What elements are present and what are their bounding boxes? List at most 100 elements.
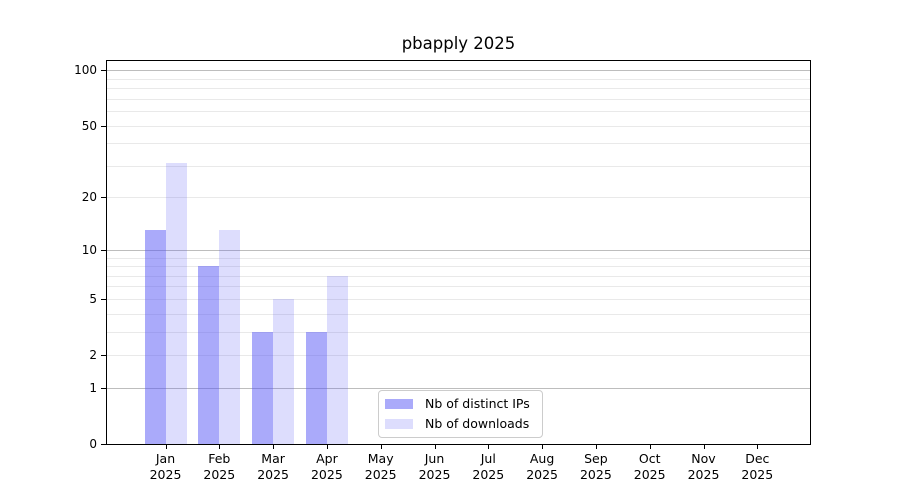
gridline-minor-90 — [107, 78, 810, 80]
x-tick-oct — [649, 444, 651, 449]
x-tick-year-feb: 2025 — [203, 467, 236, 482]
x-tick-label-oct: Oct 2025 — [622, 451, 678, 483]
x-tick-label-jun: Jun 2025 — [407, 451, 463, 483]
y-tick-1 — [101, 387, 107, 389]
gridline-minor-9 — [107, 257, 810, 259]
y-tick-10 — [101, 249, 107, 251]
y-tick-label-100: 100 — [74, 63, 97, 78]
x-tick-sep — [595, 444, 597, 449]
x-tick-month-may: May — [367, 451, 394, 466]
y-tick-label-1: 1 — [89, 380, 97, 395]
y-tick-label-10: 10 — [81, 242, 97, 257]
x-tick-month-apr: Apr — [316, 451, 338, 466]
gridline-minor-50 — [107, 125, 810, 127]
gridline-minor-4 — [107, 313, 810, 315]
x-tick-year-dec: 2025 — [741, 467, 774, 482]
x-tick-feb — [219, 444, 221, 449]
bar-nb-of-distinct-ips-jan — [144, 230, 166, 444]
plot-area — [107, 61, 810, 444]
x-tick-month-feb: Feb — [208, 451, 231, 466]
y-tick-50 — [101, 125, 107, 127]
gridline-minor-40 — [107, 143, 810, 145]
x-tick-year-jan: 2025 — [149, 467, 182, 482]
chart-title: pbapply 2025 — [401, 34, 516, 53]
x-tick-label-dec: Dec 2025 — [729, 451, 785, 483]
gridline-major-10 — [107, 249, 810, 251]
y-tick-label-5: 5 — [89, 291, 97, 306]
x-tick-month-sep: Sep — [584, 451, 608, 466]
y-tick-5 — [101, 298, 107, 300]
gridline-minor-60 — [107, 110, 810, 112]
bar-nb-of-distinct-ips-apr — [305, 331, 327, 444]
x-tick-year-oct: 2025 — [633, 467, 666, 482]
x-tick-label-feb: Feb 2025 — [191, 451, 247, 483]
x-tick-month-oct: Oct — [638, 451, 661, 466]
legend-swatch-nb-of-distinct-ips — [385, 399, 413, 409]
bar-nb-of-downloads-mar — [273, 298, 295, 444]
bar-nb-of-distinct-ips-mar — [252, 331, 274, 444]
x-tick-month-aug: Aug — [529, 451, 555, 466]
gridline-minor-3 — [107, 331, 810, 333]
y-tick-20 — [101, 197, 107, 199]
x-tick-label-aug: Aug 2025 — [514, 451, 570, 483]
legend-label-nb-of-distinct-ips: Nb of distinct IPs — [425, 396, 530, 411]
x-tick-jan — [165, 444, 167, 449]
bar-nb-of-distinct-ips-feb — [198, 266, 220, 444]
x-tick-year-jul: 2025 — [472, 467, 505, 482]
y-tick-0 — [101, 444, 107, 445]
legend-swatch-nb-of-downloads — [385, 419, 413, 429]
x-tick-aug — [542, 444, 544, 449]
gridline-minor-6 — [107, 286, 810, 288]
legend-label-nb-of-downloads: Nb of downloads — [425, 416, 530, 431]
x-tick-year-may: 2025 — [364, 467, 397, 482]
x-tick-year-sep: 2025 — [579, 467, 612, 482]
x-tick-month-jun: Jun — [424, 451, 445, 466]
x-tick-month-jul: Jul — [480, 451, 496, 466]
legend-item-nb-of-downloads: Nb of downloads — [385, 417, 542, 431]
legend: Nb of distinct IPs Nb of downloads — [378, 390, 543, 438]
x-tick-year-apr: 2025 — [310, 467, 343, 482]
gridline-minor-30 — [107, 165, 810, 167]
x-tick-year-aug: 2025 — [526, 467, 558, 482]
gridline-major-1 — [107, 387, 810, 389]
y-tick-label-20: 20 — [81, 190, 97, 205]
x-tick-label-apr: Apr 2025 — [299, 451, 355, 483]
x-tick-label-nov: Nov 2025 — [676, 451, 732, 483]
x-tick-label-jan: Jan 2025 — [138, 451, 194, 483]
x-tick-apr — [326, 444, 328, 449]
y-tick-label-0: 0 — [89, 437, 97, 451]
gridline-minor-5 — [107, 298, 810, 300]
legend-item-nb-of-distinct-ips: Nb of distinct IPs — [385, 397, 542, 411]
y-tick-2 — [101, 355, 107, 356]
gridline-minor-70 — [107, 98, 810, 100]
gridline-minor-8 — [107, 266, 810, 267]
bar-nb-of-downloads-feb — [219, 230, 241, 444]
x-tick-mar — [273, 444, 275, 449]
x-tick-label-mar: Mar 2025 — [245, 451, 301, 483]
x-tick-month-jan: Jan — [155, 451, 176, 466]
x-tick-month-dec: Dec — [745, 451, 770, 466]
x-tick-year-nov: 2025 — [687, 467, 720, 482]
x-tick-jul — [488, 444, 490, 449]
x-tick-dec — [757, 444, 759, 449]
y-tick-100 — [101, 70, 107, 72]
x-tick-label-sep: Sep 2025 — [568, 451, 624, 483]
gridline-minor-20 — [107, 197, 810, 199]
bar-nb-of-downloads-jan — [165, 163, 187, 444]
x-tick-month-mar: Mar — [261, 451, 285, 466]
gridline-major-100 — [107, 70, 810, 72]
bar-nb-of-downloads-apr — [326, 275, 348, 444]
x-tick-label-jul: Jul 2025 — [460, 451, 516, 483]
gridline-minor-80 — [107, 88, 810, 89]
x-tick-nov — [703, 444, 705, 449]
x-tick-month-nov: Nov — [691, 451, 716, 466]
legend-items: Nb of distinct IPs Nb of downloads — [385, 397, 542, 431]
y-tick-label-50: 50 — [81, 118, 97, 133]
gridline-minor-2 — [107, 355, 810, 356]
x-tick-may — [380, 444, 382, 449]
x-tick-jun — [434, 444, 436, 449]
x-tick-label-may: May 2025 — [353, 451, 409, 483]
gridline-minor-7 — [107, 275, 810, 277]
y-tick-label-2: 2 — [89, 348, 97, 362]
